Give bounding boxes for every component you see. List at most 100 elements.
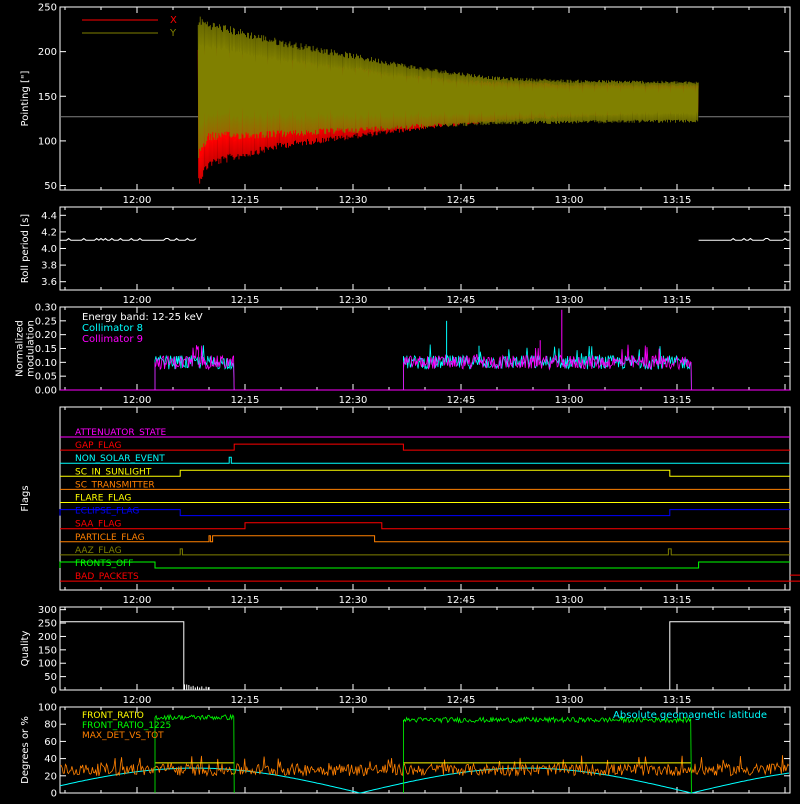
flag-line-bad-packets — [60, 574, 800, 582]
flags-time-label: 13:15 — [663, 595, 692, 606]
modulation-time-label: 13:00 — [555, 395, 584, 406]
modulation-time-label: 13:15 — [663, 395, 692, 406]
roll-time-label: 12:15 — [231, 295, 260, 306]
modulation-ylabel: modulation — [26, 320, 37, 377]
pointing-time-label: 12:45 — [447, 195, 476, 206]
flag-label-sc-in-sunlight: SC_IN_SUNLIGHT — [75, 467, 152, 477]
front-ratio-1225-line — [154, 713, 235, 794]
modulation-ytick-label: 0.30 — [35, 303, 57, 314]
flag-line-particle-flag — [60, 535, 790, 543]
roll-time-label: 12:45 — [447, 295, 476, 306]
roll-time-label: 13:00 — [555, 295, 584, 306]
roll-period-line — [698, 237, 790, 241]
percent-ylabel: Degrees or % — [20, 716, 31, 784]
quality-time-label: 13:15 — [663, 695, 692, 706]
flags-time-label: 13:00 — [555, 595, 584, 606]
quality-ytick-label: 50 — [44, 672, 57, 683]
quality-ytick-label: 100 — [38, 659, 57, 670]
percent-legend-item: FRONT_RATIO_1225 — [82, 721, 171, 731]
quality-ylabel: Quality — [20, 631, 31, 667]
modulation-ytick-label: 0.00 — [35, 386, 57, 397]
percent-legend-item: FRONT_RATIO — [82, 711, 144, 721]
flag-label-eclipse-flag: ECLIPSE_FLAG — [75, 507, 139, 517]
geomagnetic-latitude-line — [59, 767, 790, 794]
flags-ylabel: Flags — [20, 485, 31, 511]
pointing-time-label: 13:00 — [555, 195, 584, 206]
modulation-ytick-label: 0.05 — [35, 372, 57, 383]
flag-line-eclipse-flag — [59, 509, 790, 517]
flag-label-fronts-off: FRONTS_OFF — [75, 559, 133, 569]
collimator-9-line — [154, 345, 235, 391]
legend-label-x: X — [170, 15, 177, 26]
quality-line — [60, 621, 790, 691]
pointing-ylabel: Pointing ["] — [20, 70, 31, 126]
quality-time-label: 12:15 — [231, 695, 260, 706]
quality-time-label: 13:00 — [555, 695, 584, 706]
roll-period-line — [60, 237, 197, 241]
modulation-legend-item: Collimator 8 — [82, 323, 143, 334]
modulation-ylabel: Normalized — [15, 320, 26, 377]
modulation-time-label: 12:00 — [123, 395, 152, 406]
pointing-ytick-label: 150 — [38, 92, 57, 103]
series-y-line — [197, 16, 699, 159]
modulation-time-label: 12:15 — [231, 395, 260, 406]
flags-time-label: 12:00 — [123, 595, 152, 606]
percent-ytick-label: 100 — [38, 703, 57, 714]
front-ratio-1225-line — [403, 716, 692, 794]
collimator-8-line — [154, 345, 235, 391]
pointing-ytick-label: 250 — [38, 3, 57, 14]
legend-label-y: Y — [169, 28, 177, 39]
collimator-9-line — [403, 344, 692, 391]
modulation-ytick-label: 0.10 — [35, 358, 57, 369]
flags-time-label: 12:15 — [231, 595, 260, 606]
modulation-time-label: 12:30 — [339, 395, 368, 406]
flag-label-saa-flag: SAA_FLAG — [75, 520, 121, 530]
pointing-ytick-label: 50 — [44, 181, 57, 192]
quality-time-label: 12:00 — [123, 695, 152, 706]
roll-ytick-label: 3.6 — [41, 277, 57, 288]
modulation-legend-item: Energy band: 12-25 keV — [82, 312, 203, 323]
quality-time-label: 12:30 — [339, 695, 368, 706]
roll-ytick-label: 4.0 — [41, 244, 57, 255]
roll-frame — [59, 206, 791, 291]
quality-ytick-label: 300 — [38, 605, 57, 616]
pointing-ytick-label: 200 — [38, 47, 57, 58]
modulation-ytick-label: 0.20 — [35, 330, 57, 341]
percent-ytick-label: 0 — [51, 789, 57, 800]
roll-ytick-label: 4.4 — [41, 211, 57, 222]
quality-time-label: 12:45 — [447, 695, 476, 706]
pointing-time-label: 13:15 — [663, 195, 692, 206]
quality-ytick-label: 150 — [38, 645, 57, 656]
modulation-legend-item: Collimator 9 — [82, 334, 143, 345]
pointing-ytick-label: 100 — [38, 136, 57, 147]
flag-label-particle-flag: PARTICLE_FLAG — [75, 533, 145, 543]
flag-label-bad-packets: BAD_PACKETS — [75, 572, 139, 582]
quality-ytick-label: 0 — [51, 686, 57, 697]
flag-label-attenuator-state: ATTENUATOR_STATE — [75, 428, 167, 438]
pointing-time-label: 12:30 — [339, 195, 368, 206]
roll-ytick-label: 3.8 — [41, 261, 57, 272]
flag-label-non-solar-event: NON_SOLAR_EVENT — [75, 454, 165, 464]
quality-frame — [59, 606, 791, 691]
percent-ytick-label: 40 — [44, 754, 57, 765]
roll-time-label: 12:30 — [339, 295, 368, 306]
flag-line-fronts-off — [59, 561, 790, 569]
roll-ylabel: Roll period [s] — [20, 214, 31, 283]
modulation-ytick-label: 0.15 — [35, 344, 57, 355]
quality-ytick-label: 250 — [38, 619, 57, 630]
percent-ytick-label: 60 — [44, 737, 57, 748]
flags-time-label: 12:30 — [339, 595, 368, 606]
flags-time-label: 12:45 — [447, 595, 476, 606]
roll-time-label: 12:00 — [123, 295, 152, 306]
flag-label-gap-flag: GAP_FLAG — [75, 441, 121, 451]
flag-label-aaz-flag: AAZ_FLAG — [75, 546, 122, 556]
roll-ytick-label: 4.2 — [41, 227, 57, 238]
flag-label-flare-flag: FLARE_FLAG — [75, 494, 131, 504]
flag-line-saa-flag — [60, 522, 790, 530]
pointing-time-label: 12:15 — [231, 195, 260, 206]
percent-legend-item: MAX_DET_VS_TOT — [82, 731, 164, 741]
percent-ytick-label: 20 — [44, 771, 57, 782]
flag-line-gap-flag — [60, 443, 790, 451]
